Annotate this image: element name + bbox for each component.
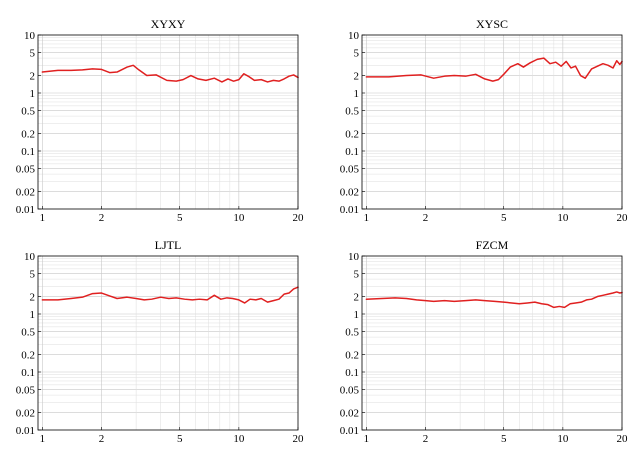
y-tick-label: 2 [30, 292, 36, 304]
plot-area [362, 256, 622, 430]
y-tick-label: 0.5 [345, 326, 359, 338]
plot-frame [361, 34, 623, 210]
y-tick-label: 10 [348, 30, 360, 42]
y-tick-label: 0.05 [340, 384, 360, 396]
plot-frame [37, 255, 299, 431]
x-tick-label: 1 [40, 433, 46, 445]
x-tick-label: 20 [293, 433, 305, 445]
gridlines [38, 256, 298, 430]
y-tick-label: 5 [354, 47, 360, 59]
x-tick-label: 5 [177, 212, 183, 224]
x-tick-label: 1 [364, 433, 370, 445]
x-tick-label: 2 [423, 433, 429, 445]
x-tick-label: 5 [501, 212, 507, 224]
x-tick-label: 20 [293, 212, 305, 224]
y-tick-label: 5 [354, 268, 360, 280]
y-tick-label: 0.01 [16, 425, 35, 437]
x-tick-label: 1 [364, 212, 370, 224]
plot-area [38, 256, 298, 430]
y-tick-label: 0.1 [345, 367, 359, 379]
x-tick-label: 5 [501, 433, 507, 445]
y-tick-label: 0.02 [16, 408, 35, 420]
y-tick-label: 0.05 [16, 384, 36, 396]
y-tick-label: 0.1 [345, 146, 359, 158]
plot-frame [361, 255, 623, 431]
y-tick-label: 2 [354, 71, 360, 83]
series-line-0 [41, 64, 299, 83]
x-tick-label: 20 [617, 212, 629, 224]
x-tick-label: 2 [423, 212, 429, 224]
x-tick-label: 20 [617, 433, 629, 445]
series-line-0 [365, 57, 623, 82]
y-tick-label: 0.2 [345, 350, 359, 362]
y-tick-label: 5 [30, 268, 36, 280]
plot-area [362, 35, 622, 209]
y-tick-label: 0.2 [21, 350, 35, 362]
y-tick-label: 0.02 [340, 187, 359, 199]
y-tick-label: 0.2 [345, 129, 359, 141]
y-tick-label: 0.01 [340, 425, 359, 437]
gridlines [362, 256, 622, 430]
y-tick-label: 0.02 [16, 187, 35, 199]
y-tick-label: 0.1 [21, 367, 35, 379]
y-tick-label: 1 [30, 309, 36, 321]
series-line-0 [41, 286, 299, 304]
y-tick-label: 1 [354, 309, 360, 321]
y-tick-label: 0.01 [340, 204, 359, 216]
chart-title: LJTL [155, 238, 182, 252]
x-tick-label: 5 [177, 433, 183, 445]
x-tick-label: 1 [40, 212, 46, 224]
y-tick-label: 0.01 [16, 204, 35, 216]
y-tick-label: 1 [30, 88, 36, 100]
y-tick-label: 10 [348, 251, 360, 263]
y-tick-label: 0.02 [340, 408, 359, 420]
y-tick-label: 0.05 [340, 163, 360, 175]
x-tick-label: 10 [233, 212, 245, 224]
y-tick-label: 5 [30, 47, 36, 59]
x-tick-label: 10 [557, 433, 569, 445]
chart-title: XYSC [476, 17, 508, 31]
gridlines [38, 35, 298, 209]
y-tick-label: 0.5 [345, 105, 359, 117]
chart-panel-xysc: XYSC 0.01 0.02 0.05 0.1 0.2 0.5 1 2 5 10 1 2 5 10 20 [340, 17, 628, 224]
y-tick-label: 0.2 [21, 129, 35, 141]
y-tick-label: 0.05 [16, 163, 36, 175]
chart-panel-ljtl: LJTL 0.01 0.02 0.05 0.1 0.2 0.5 1 2 5 10 1 2 5 10 20 [16, 238, 304, 445]
chart-title: FZCM [476, 238, 509, 252]
y-tick-label: 1 [354, 88, 360, 100]
y-tick-label: 0.5 [21, 105, 35, 117]
chart-title: XYXY [151, 17, 186, 31]
y-tick-label: 10 [24, 251, 36, 263]
plot-area [38, 35, 298, 209]
x-tick-label: 2 [99, 433, 105, 445]
series-line-0 [365, 291, 623, 309]
y-tick-label: 2 [30, 71, 36, 83]
x-tick-label: 2 [99, 212, 105, 224]
y-tick-label: 0.1 [21, 146, 35, 158]
gridlines [362, 35, 622, 209]
x-tick-label: 10 [233, 433, 245, 445]
chart-panel-fzcm: FZCM 0.01 0.02 0.05 0.1 0.2 0.5 1 2 5 10 1 2 5 10 20 [340, 238, 628, 445]
x-tick-label: 10 [557, 212, 569, 224]
plot-frame [37, 34, 299, 210]
y-tick-label: 0.5 [21, 326, 35, 338]
y-tick-label: 2 [354, 292, 360, 304]
y-tick-label: 10 [24, 30, 36, 42]
chart-panel-xyxy: XYXY 0.01 0.02 0.05 0.1 0.2 0.5 1 2 5 10 1 2 5 10 20 [16, 17, 304, 224]
